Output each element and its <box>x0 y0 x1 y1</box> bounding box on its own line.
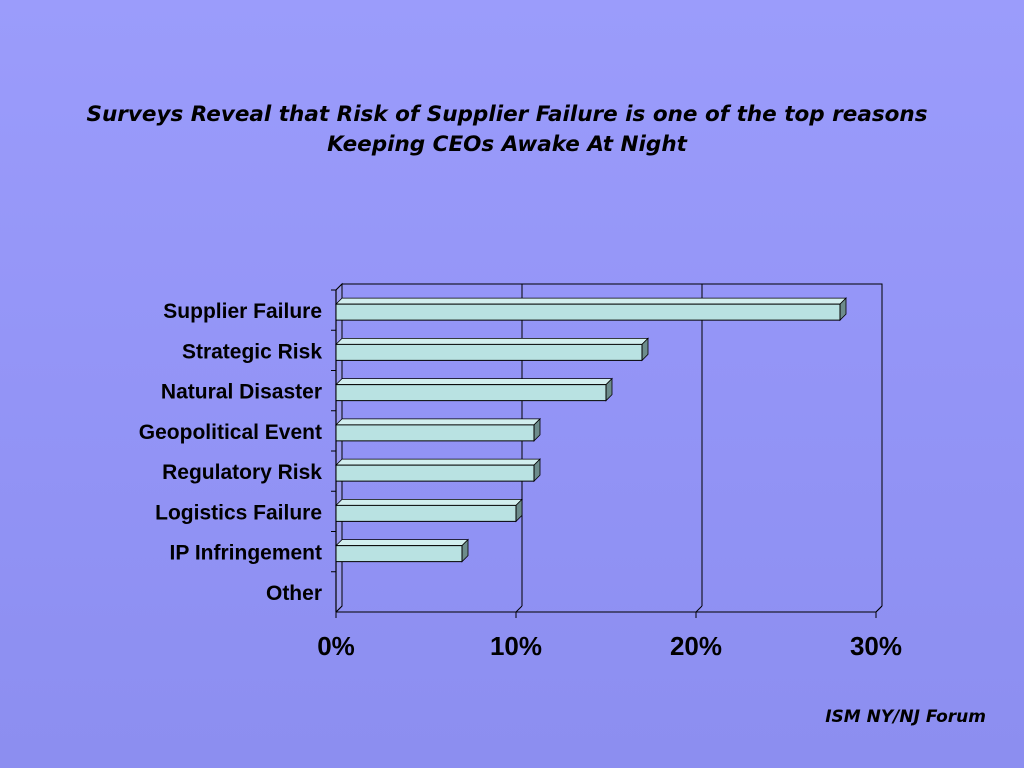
slide-title: Surveys Reveal that Risk of Supplier Fai… <box>0 100 1014 160</box>
x-tick-label: 10% <box>490 631 542 661</box>
bar-top <box>335 337 649 345</box>
bar <box>335 303 841 321</box>
x-tick-label: 0% <box>317 631 355 661</box>
bar <box>335 545 463 563</box>
y-category-label: Geopolitical Event <box>139 421 322 444</box>
y-category-label: IP Infringement <box>170 542 322 565</box>
y-category-label: Supplier Failure <box>163 300 322 323</box>
y-category-label: Regulatory Risk <box>162 461 322 484</box>
bar-top <box>335 297 847 305</box>
slide-title-line-1: Surveys Reveal that Risk of Supplier Fai… <box>86 102 928 127</box>
bar <box>335 464 535 482</box>
y-category-label: Strategic Risk <box>182 340 322 363</box>
slide-title-line-2: Keeping CEOs Awake At Night <box>327 132 687 157</box>
x-tick-label: 20% <box>670 631 722 661</box>
bar <box>335 424 535 442</box>
x-gridline-floor <box>695 605 703 613</box>
y-axis-wall <box>335 282 343 614</box>
bar <box>335 384 607 402</box>
y-category-label: Logistics Failure <box>155 501 322 524</box>
bar-top <box>335 458 541 466</box>
x-gridline-floor <box>515 605 523 613</box>
x-gridline-floor <box>875 605 883 613</box>
bar <box>335 343 643 361</box>
bar-top <box>335 539 469 547</box>
bar-top <box>335 418 541 426</box>
x-tick-label: 30% <box>850 631 902 661</box>
footer-source: ISM NY/NJ Forum <box>825 707 986 727</box>
plot-floor-edge <box>336 605 883 613</box>
bar-top <box>335 378 613 386</box>
y-category-label: Natural Disaster <box>161 381 322 404</box>
y-category-label: Other <box>266 582 322 605</box>
bar-top <box>335 498 523 506</box>
bar <box>335 504 517 522</box>
